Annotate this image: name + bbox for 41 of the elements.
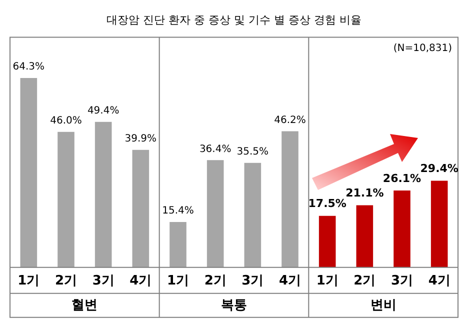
x-tick-label: 2기 xyxy=(204,274,226,289)
x-tick-label: 1기 xyxy=(18,274,40,289)
x-tick-label: 4기 xyxy=(130,274,152,289)
text: 복통 xyxy=(221,298,247,313)
bar xyxy=(394,190,410,268)
data-label: 35.5% xyxy=(236,146,269,158)
data-label: 46.2% xyxy=(274,114,306,126)
x-tick-label: 3기 xyxy=(92,274,114,289)
bar xyxy=(282,131,298,268)
x-tick-label: 1기 xyxy=(166,274,190,289)
bar xyxy=(244,162,262,268)
bar xyxy=(20,78,38,268)
bar xyxy=(94,122,112,268)
chart-title: 대장암 진단 환자 중 증상 및 기수 별 증상 경험 비율 xyxy=(106,13,362,26)
data-label: 49.4% xyxy=(87,105,120,116)
text: 혈변 xyxy=(72,298,98,313)
data-label: 39.9% xyxy=(124,133,157,144)
x-tick-label: 3기 xyxy=(390,274,414,289)
x-tick-label: 1기 xyxy=(316,274,338,289)
bar xyxy=(318,216,336,268)
x-tick-label: 2기 xyxy=(54,274,78,289)
bar xyxy=(58,132,74,268)
data-label: 26.1% xyxy=(382,172,422,185)
x-tick-label: 4기 xyxy=(278,274,302,289)
data-label: 15.4% xyxy=(162,206,194,217)
data-label: 64.3% xyxy=(12,62,45,73)
bar xyxy=(356,205,374,268)
data-label: 46.0% xyxy=(50,115,82,126)
data-label: 21.1% xyxy=(346,186,384,200)
data-label: 36.4% xyxy=(199,144,232,155)
bar xyxy=(132,150,150,268)
x-tick-label: 3기 xyxy=(242,274,264,289)
text: 변비 xyxy=(370,298,396,313)
x-tick-label: 4기 xyxy=(428,274,450,289)
text: (N=10,831) xyxy=(393,42,452,54)
data-label: 29.4% xyxy=(420,162,458,176)
bar xyxy=(206,160,224,268)
bar xyxy=(170,222,186,268)
bar xyxy=(430,180,448,268)
x-tick-label: 2기 xyxy=(354,274,376,289)
data-label: 17.5% xyxy=(308,197,346,210)
